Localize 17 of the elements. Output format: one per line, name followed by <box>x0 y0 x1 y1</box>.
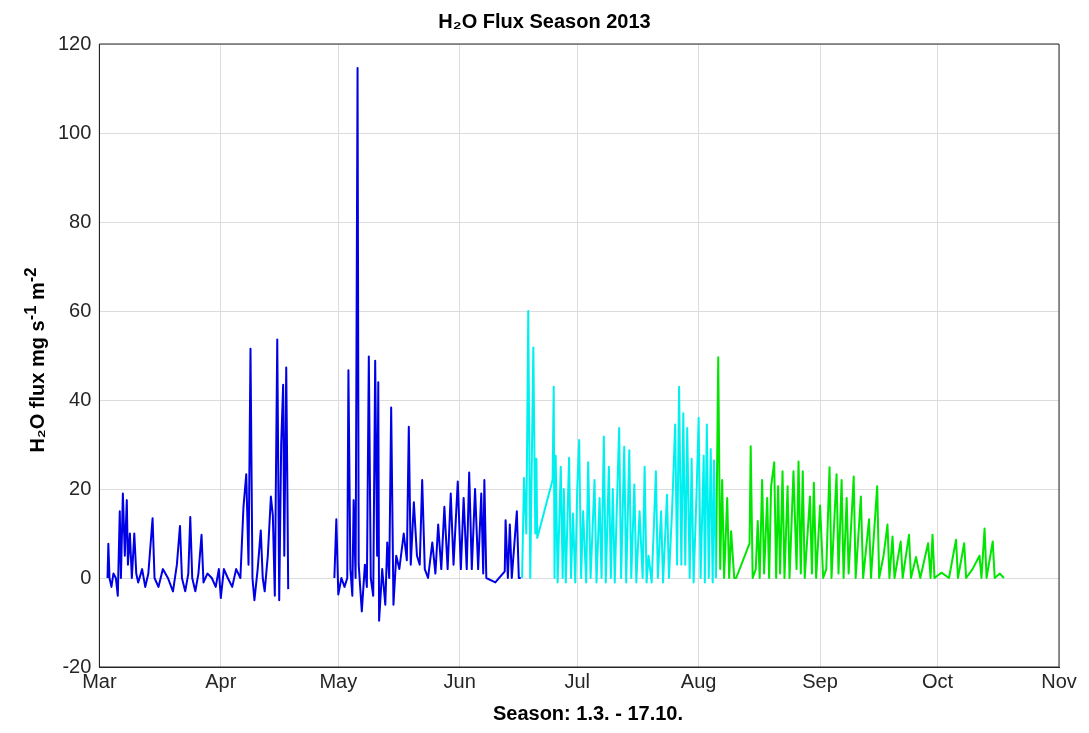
y-tick-label: 60 <box>69 298 92 321</box>
x-tick-label: May <box>319 669 358 692</box>
x-tick-label: Apr <box>205 669 237 692</box>
y-tick-label: 40 <box>69 387 92 410</box>
y-tick-label: 100 <box>57 120 92 143</box>
x-tick-label: Jun <box>443 669 476 692</box>
x-tick-label: Aug <box>680 669 717 692</box>
y-tick-label: 120 <box>57 31 92 54</box>
x-axis-title: Season: 1.3. - 17.10. <box>491 702 685 725</box>
y-tick-label: 20 <box>69 476 92 499</box>
x-tick-label: Nov <box>1041 669 1077 692</box>
x-tick-label: Oct <box>922 669 954 692</box>
x-tick-label: Sep <box>802 669 838 692</box>
y-tick-label: 80 <box>69 209 92 232</box>
x-tick-label: Jul <box>564 669 591 692</box>
y-tick-label: 0 <box>80 565 92 588</box>
chart-title: H₂O Flux Season 2013 <box>437 10 652 33</box>
